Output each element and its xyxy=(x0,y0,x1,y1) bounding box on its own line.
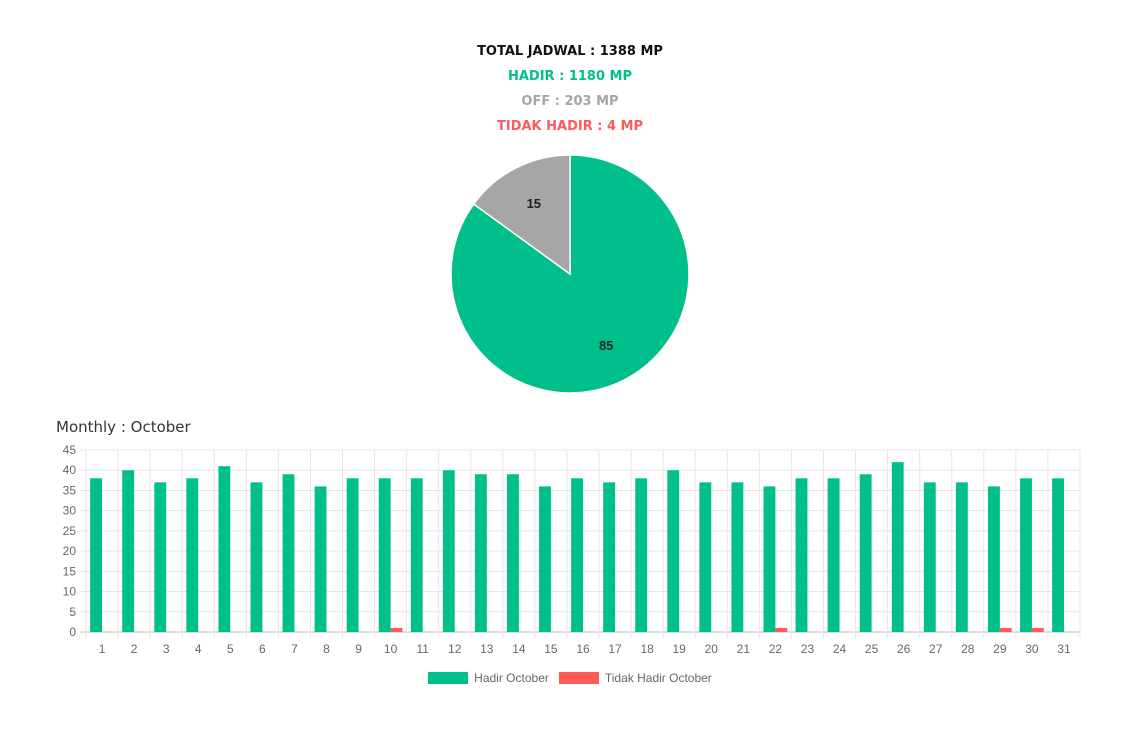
bar-hadir-day-13[interactable] xyxy=(474,474,487,632)
x-tick-label: 4 xyxy=(195,642,202,656)
summary-tidak-hadir: TIDAK HADIR : 4 MP xyxy=(496,119,644,134)
legend-item-tidak-hadir[interactable]: Tidak Hadir October xyxy=(558,671,712,685)
bar-tidak-hadir-day-29[interactable] xyxy=(999,627,1012,632)
x-tick-label: 18 xyxy=(640,642,654,656)
bar-hadir-day-24[interactable] xyxy=(827,478,840,632)
x-tick-label: 15 xyxy=(544,642,558,656)
bar-hadir-day-4[interactable] xyxy=(186,478,199,632)
bar-hadir-day-21[interactable] xyxy=(731,482,744,632)
x-tick-label: 30 xyxy=(1025,642,1039,656)
bar-hadir-day-8[interactable] xyxy=(314,486,327,632)
y-tick-label: 30 xyxy=(63,504,77,518)
x-tick-label: 25 xyxy=(865,642,879,656)
legend-label-hadir: Hadir October xyxy=(474,671,549,685)
legend-label-tidak-hadir: Tidak Hadir October xyxy=(604,671,712,685)
bar-hadir-day-30[interactable] xyxy=(1020,478,1032,632)
pie-slice-off[interactable] xyxy=(472,154,571,276)
x-tick-label: 17 xyxy=(608,642,622,656)
bar-chart-legend: Hadir October Tidak Hadir October xyxy=(0,671,1140,685)
x-tick-label: 12 xyxy=(448,642,462,656)
bar-hadir-day-18[interactable] xyxy=(635,478,648,632)
y-tick-label: 0 xyxy=(69,625,76,639)
legend-item-hadir[interactable]: Hadir October xyxy=(428,671,549,685)
x-tick-label: 7 xyxy=(291,642,298,656)
y-tick-label: 15 xyxy=(63,564,77,578)
bar-hadir-day-31[interactable] xyxy=(1052,478,1064,632)
y-tick-label: 45 xyxy=(63,443,77,457)
x-tick-label: 11 xyxy=(416,642,429,656)
x-tick-label: 1 xyxy=(99,642,106,656)
attendance-pie-chart: 85 15 xyxy=(448,152,692,396)
x-tick-label: 28 xyxy=(961,642,975,656)
pie-data-label-off: 15 xyxy=(527,196,541,211)
bar-hadir-day-12[interactable] xyxy=(442,470,455,632)
bar-hadir-day-1[interactable] xyxy=(90,478,103,632)
pie-data-label-hadir: 85 xyxy=(599,338,613,353)
bar-hadir-day-23[interactable] xyxy=(795,478,808,632)
x-tick-label: 21 xyxy=(737,642,751,656)
legend-swatch-hadir xyxy=(428,672,469,684)
bar-hadir-day-3[interactable] xyxy=(154,482,167,632)
bar-hadir-day-28[interactable] xyxy=(955,482,968,632)
bar-hadir-day-9[interactable] xyxy=(346,478,359,632)
x-tick-label: 16 xyxy=(576,642,590,656)
bar-hadir-day-2[interactable] xyxy=(122,470,135,632)
x-tick-label: 23 xyxy=(801,642,815,656)
x-tick-label: 5 xyxy=(227,642,234,656)
y-tick-label: 40 xyxy=(63,463,77,477)
x-tick-label: 3 xyxy=(163,642,170,656)
bar-hadir-day-22[interactable] xyxy=(763,486,776,632)
bar-hadir-day-25[interactable] xyxy=(859,474,872,632)
x-tick-label: 31 xyxy=(1057,642,1071,656)
y-tick-label: 20 xyxy=(63,544,77,558)
y-tick-label: 25 xyxy=(63,524,77,538)
bar-hadir-day-20[interactable] xyxy=(699,482,712,632)
x-tick-label: 14 xyxy=(512,642,526,656)
x-tick-label: 6 xyxy=(259,642,266,656)
x-tick-label: 19 xyxy=(673,642,687,656)
monthly-bar-chart: 0 5 10 15 20 25 30 35 40 45 1 2 3 4 5 6 7 8 9 10 11 12 13 14 15 1… xyxy=(0,440,1140,700)
bar-hadir-day-15[interactable] xyxy=(539,486,551,632)
bar-hadir-day-27[interactable] xyxy=(923,482,936,632)
x-tick-label: 13 xyxy=(480,642,494,656)
bar-tidak-hadir-day-30[interactable] xyxy=(1031,627,1044,632)
x-tick-label: 8 xyxy=(323,642,330,656)
y-tick-label: 5 xyxy=(69,605,76,619)
bar-hadir-day-26[interactable] xyxy=(891,462,904,632)
bar-tidak-hadir-day-10[interactable] xyxy=(390,627,403,632)
y-tick-label: 35 xyxy=(63,483,77,497)
bar-hadir-day-6[interactable] xyxy=(250,482,263,632)
bar-hadir-day-29[interactable] xyxy=(987,486,1000,632)
bar-hadir-day-19[interactable] xyxy=(667,470,680,632)
bar-hadir-day-7[interactable] xyxy=(282,474,295,632)
pie-chart-svg: 85 15 xyxy=(450,154,690,394)
bar-hadir-day-10[interactable] xyxy=(378,478,391,632)
summary-hadir: HADIR : 1180 MP xyxy=(507,69,632,84)
x-tick-label: 22 xyxy=(769,642,783,656)
x-tick-label: 24 xyxy=(833,642,847,656)
monthly-chart-title: Monthly : October xyxy=(56,418,191,436)
bar-hadir-day-11[interactable] xyxy=(410,478,423,632)
x-tick-label: 27 xyxy=(929,642,943,656)
bar-hadir-day-17[interactable] xyxy=(603,482,616,632)
x-tick-label: 9 xyxy=(355,642,362,656)
x-tick-label: 26 xyxy=(897,642,911,656)
bar-hadir-day-16[interactable] xyxy=(571,478,583,632)
summary-total-jadwal: TOTAL JADWAL : 1388 MP xyxy=(477,44,663,59)
legend-swatch-tidak-hadir xyxy=(558,672,599,684)
x-tick-label: 2 xyxy=(131,642,138,656)
bar-tidak-hadir-day-22[interactable] xyxy=(775,627,788,632)
bar-hadir-day-14[interactable] xyxy=(507,474,519,632)
x-tick-label: 29 xyxy=(993,642,1007,656)
x-tick-label: 20 xyxy=(705,642,719,656)
summary-off: OFF : 203 MP xyxy=(521,94,619,109)
y-tick-label: 10 xyxy=(63,585,77,599)
bar-hadir-day-5[interactable] xyxy=(218,466,231,632)
x-tick-label: 10 xyxy=(384,642,398,656)
